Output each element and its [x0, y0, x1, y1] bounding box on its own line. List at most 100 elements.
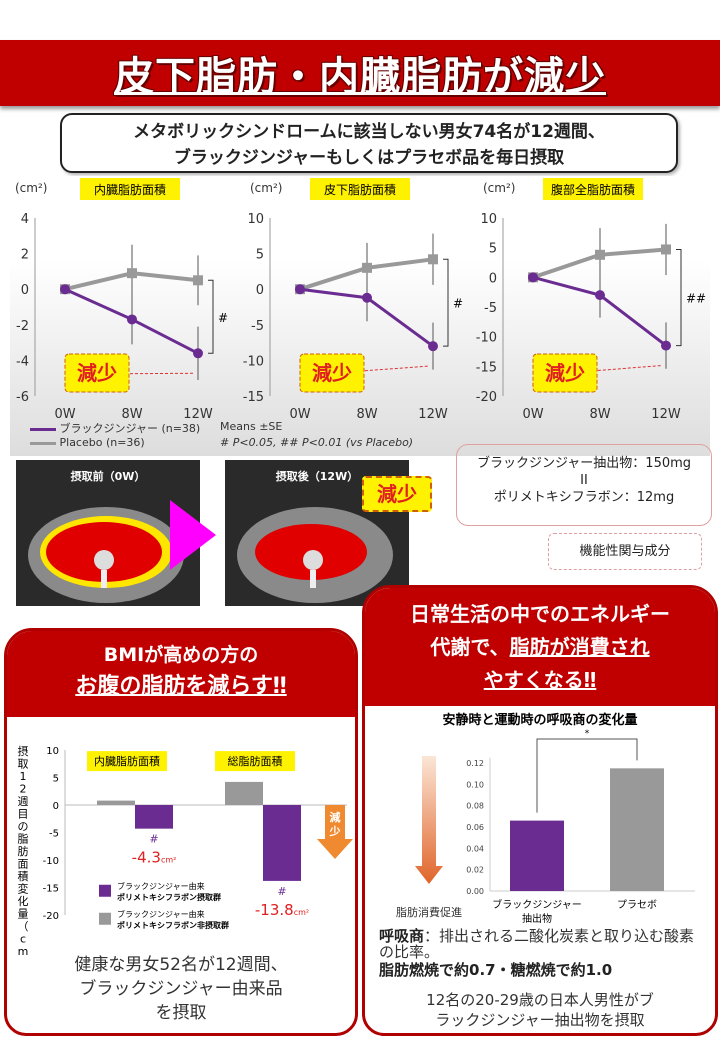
data-point	[295, 284, 305, 295]
y-axis-label-char: 肪	[18, 844, 29, 858]
bmi-head-1: BMIが高めの方の	[103, 644, 259, 666]
y-tick-label: -20	[43, 911, 59, 922]
data-point	[595, 249, 605, 260]
y-tick-label: 0.08	[466, 802, 484, 811]
y-tick-label: -2	[16, 319, 29, 334]
ct-after-label: 摂取後（12W）	[275, 470, 359, 483]
chart-title-bg	[80, 178, 180, 200]
legend-swatch	[99, 912, 111, 925]
callout-pointer	[84, 372, 194, 375]
y-tick-label: 0.12	[466, 759, 484, 768]
x-tick-label: 12W	[183, 407, 213, 422]
legend-label: ブラックジンジャー由来	[117, 909, 205, 919]
data-point	[661, 244, 671, 255]
significance-mark: #	[218, 311, 228, 325]
data-point	[428, 341, 438, 352]
bmi-panel-header: BMIが高めの方の お腹の脂肪を減らす‼	[7, 631, 355, 717]
data-point	[362, 262, 372, 273]
y-axis-label-char: 脂	[18, 832, 29, 846]
y-axis-label-char: 量	[18, 908, 29, 921]
y-unit-label: (cm²)	[250, 181, 282, 195]
bmi-panel: BMIが高めの方の お腹の脂肪を減らす‼ 摂取12週目の脂肪面積変化量（cm²）…	[4, 628, 358, 1036]
x-tick-label: 8W	[589, 407, 610, 422]
y-tick-label: -10	[243, 354, 264, 369]
y-tick-label: 0.00	[466, 887, 484, 896]
ct-scan-after	[237, 507, 393, 603]
ct-before-image: 摂取前（0W）	[16, 460, 200, 606]
category-label-bg	[87, 751, 167, 772]
significance-mark: #	[149, 833, 158, 846]
y-axis-label-char: 1	[20, 770, 27, 783]
y-tick-label: 0.06	[466, 823, 484, 832]
study-summary: メタボリックシンドロームに該当しない男女74名が12週間、 ブラックジンジャーも…	[60, 113, 678, 173]
data-point	[193, 275, 203, 286]
y-tick-label: 2	[21, 248, 29, 263]
y-axis-label-char: 目	[18, 808, 29, 821]
y-axis-label-char: （	[18, 920, 29, 933]
y-axis-label-char: 週	[18, 795, 29, 808]
significance-mark: #	[453, 297, 463, 311]
equals-sign: II	[580, 473, 588, 488]
energy-panel: 日常生活の中でのエネルギー 代謝で、脂肪が消費され やすくなる‼ 安静時と運動時…	[362, 585, 718, 1036]
energy-head-2a: 代謝で、	[430, 635, 510, 659]
x-tick-label: 12W	[418, 407, 448, 422]
rq-text: ：排出される二酸化炭素と取り込む酸素の比率。	[379, 927, 695, 961]
y-tick-label: -6	[16, 390, 29, 405]
x-tick-label: 抽出物	[522, 912, 552, 925]
energy-footer-1: 12名の20-29歳の日本人男性がブ	[426, 991, 654, 1009]
y-tick-label: 10	[480, 212, 497, 227]
y-tick-label: -15	[476, 360, 497, 375]
y-tick-label: 4	[21, 212, 29, 227]
data-point	[193, 348, 203, 359]
legend-stats: Means ±SE	[220, 420, 283, 433]
bar	[610, 768, 664, 891]
y-tick-label: 10	[46, 746, 59, 757]
y-axis-label-char: 摂	[18, 744, 29, 758]
legend-placebo: Placebo (n=36)	[30, 436, 145, 449]
chart-title: 安静時と運動時の呼吸商の変化量	[442, 712, 637, 728]
chart-title: 腹部全脂肪面積	[551, 182, 635, 197]
arrow-right-icon	[170, 500, 216, 570]
energy-head-3: やすくなる‼	[483, 668, 597, 692]
y-tick-label: 10	[247, 212, 264, 227]
y-axis-label-char: 変	[18, 882, 29, 896]
y-unit-label: (cm²)	[483, 181, 515, 195]
y-tick-label: 0	[53, 801, 59, 812]
legend-swatch-purple	[30, 427, 56, 431]
chart-title-bg	[310, 178, 410, 200]
significance-mark: *	[585, 729, 590, 739]
y-tick-label: 0	[256, 283, 264, 298]
y-axis-label-char: m	[18, 945, 29, 955]
significance-mark: ##	[686, 292, 706, 306]
significance-bracket	[208, 279, 214, 354]
x-tick-label: ブラックジンジャー	[492, 898, 582, 911]
rq-definition: 呼吸商：排出される二酸化炭素と取り込む酸素の比率。 脂肪燃焼で約0.7・糖燃焼で…	[379, 928, 709, 978]
ct-before-label: 摂取前（0W）	[70, 470, 146, 483]
y-tick-label: 0	[489, 271, 497, 286]
callout-pointer	[552, 365, 662, 375]
ingredient-pmf: ポリメトキシフラボン：12mg	[493, 490, 675, 505]
y-tick-label: -10	[476, 331, 497, 346]
data-point	[127, 314, 137, 325]
down-arrow-icon	[317, 805, 353, 859]
x-tick-label: 0W	[54, 407, 75, 422]
page-title: 皮下脂肪・内臓脂肪が減少	[114, 54, 606, 100]
x-tick-label: 8W	[356, 407, 377, 422]
y-unit-label: (cm²)	[15, 181, 47, 195]
arrow-label: 少	[329, 824, 341, 838]
bar-black-ginger	[263, 805, 301, 881]
category-label: 総脂肪面積	[228, 754, 283, 768]
legend-label: ポリメトキシフラボン摂取群	[117, 892, 221, 902]
bmi-footer-1: 健康な男女52名が12週間、	[74, 955, 288, 975]
data-point	[127, 268, 137, 279]
x-tick-label: 0W	[289, 407, 310, 422]
y-axis-label-char: 2	[20, 783, 27, 796]
fat-change-bar-chart: 摂取12週目の脂肪面積変化量（cm²）1050-5-10-15-20内臓脂肪面積…	[18, 744, 353, 955]
energy-footer-2: ラックジンジャー抽出物を摂取	[435, 1011, 645, 1029]
ct-after-image: 摂取後（12W）	[225, 460, 409, 606]
arrow-label: 減	[330, 810, 341, 824]
y-axis-label-char: c	[20, 933, 26, 946]
title-banner	[0, 40, 720, 106]
data-point	[595, 290, 605, 301]
y-tick-label: 5	[489, 242, 497, 257]
